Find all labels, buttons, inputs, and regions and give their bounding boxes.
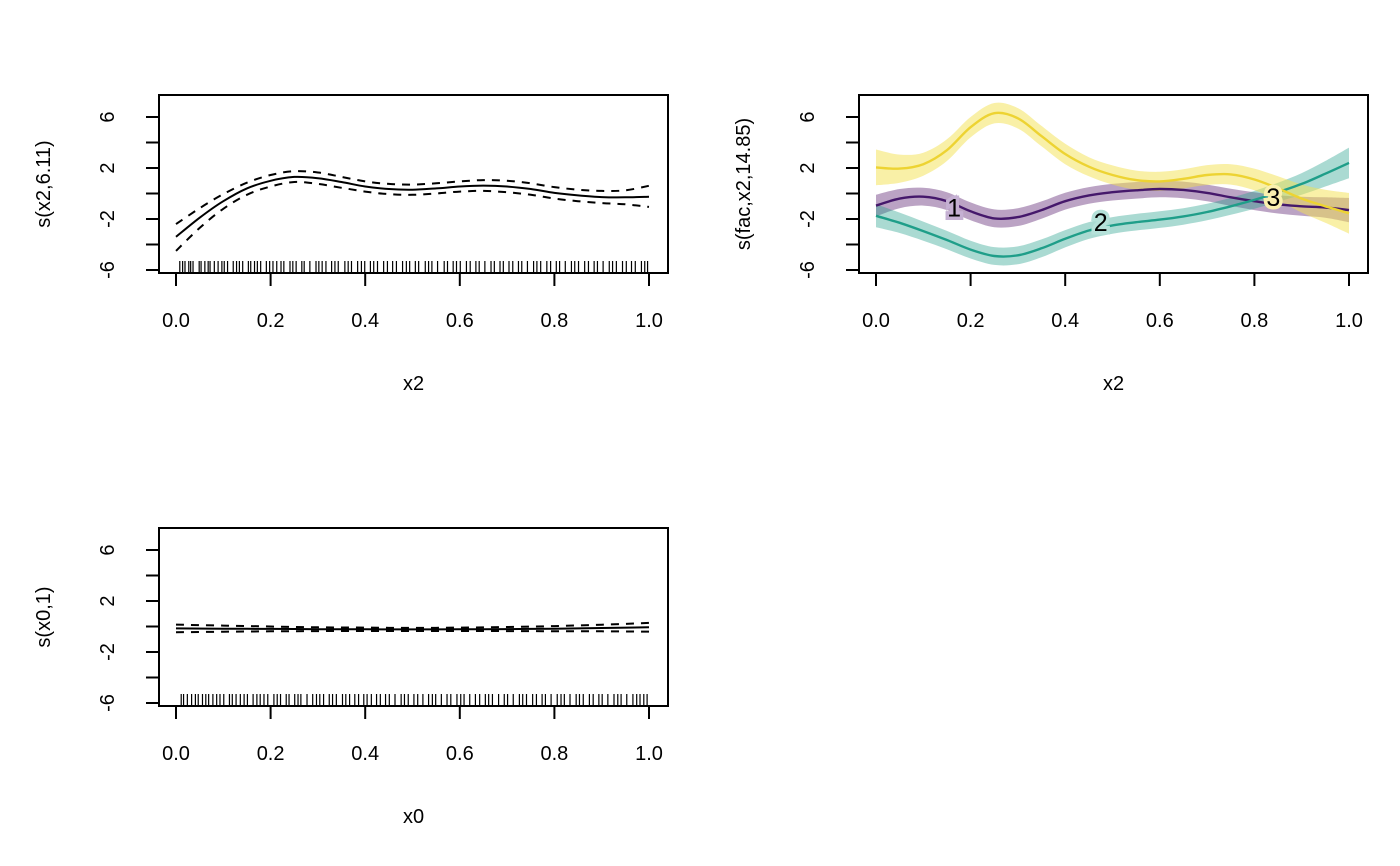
y-axis-title: s(x0,1) [33,586,55,647]
x-tick-label: 0.8 [1240,310,1268,332]
panel-s-x2: 0.0 0.2 0.4 0.6 0.8 1.0 -6 -2 2 6 x2 s(x2,6.11) [0,0,700,433]
x-axis-title: x2 [1103,373,1124,395]
curve-label-level-3: 3 [1266,184,1280,212]
y-tick-label: 2 [797,162,819,173]
x-tick-label: 1.0 [1335,310,1363,332]
x-tick-label: 1.0 [635,310,663,332]
x-tick-label: 1.0 [635,743,663,765]
fit-curve [175,626,650,631]
confidence-band-level-2 [876,147,1349,266]
panel-s-fac-x2: 0.0 0.2 0.4 0.6 0.8 1.0 -6 -2 2 6 x2 s(fac,x2,14.85… [700,0,1400,433]
y-tick-label: 6 [97,544,119,555]
confidence-band-level-1 [876,180,1349,228]
fit-curve-level-3 [875,111,1350,215]
x-tick-label: 0.2 [257,310,285,332]
y-tick-label: -6 [97,261,119,279]
panel-s-x0: 0.0 0.2 0.4 0.6 0.8 1.0 -6 -2 2 6 x0 s(x0,1) [0,433,700,866]
y-axis-title: s(fac,x2,14.85) [733,118,755,250]
chart-top-left: 0.0 0.2 0.4 0.6 0.8 1.0 -6 -2 2 6 x2 s(x2,6.11) [33,94,669,395]
upper-ci-curve [175,621,650,629]
fit-curve [175,175,650,238]
chart-bottom-left: 0.0 0.2 0.4 0.6 0.8 1.0 -6 -2 2 6 x0 s(x0,1) [33,527,669,828]
y-tick-label: -2 [97,210,119,228]
y-tick-label: -2 [97,643,119,661]
fit-curve-level-1 [875,187,1350,220]
x-tick-label: 0.0 [862,310,890,332]
x-tick-label: 0.6 [446,743,474,765]
y-tick-label: 2 [97,595,119,606]
y-tick-label: 6 [97,111,119,122]
y-tick-label: 2 [97,162,119,173]
y-tick-label: -6 [97,694,119,712]
axis-box [158,527,669,707]
upper-ci-curve [175,170,650,225]
lower-ci-curve [175,180,650,252]
x-axis-title: x0 [403,806,424,828]
x-tick-label: 0.2 [257,743,285,765]
y-tick-label: -6 [797,261,819,279]
y-axis-title: s(x2,6.11) [33,140,55,227]
chart-top-right: 0.0 0.2 0.4 0.6 0.8 1.0 -6 -2 2 6 x2 s(fac,x2,14.85… [733,94,1369,395]
curve-label-level-1: 1 [947,194,961,222]
axis-box [858,94,1369,274]
x-tick-label: 0.4 [351,743,379,765]
x-tick-label: 0.4 [1051,310,1079,332]
x-axis-title: x2 [403,373,424,395]
x-tick-label: 0.2 [957,310,985,332]
fit-curve-level-2 [875,161,1350,258]
x-tick-label: 0.4 [351,310,379,332]
confidence-band-level-3 [876,102,1349,234]
curve-label-level-2: 2 [1094,209,1108,237]
x-tick-label: 0.6 [446,310,474,332]
axis-box [158,94,669,274]
x-tick-label: 0.6 [1146,310,1174,332]
x-tick-label: 0.8 [540,743,568,765]
x-tick-label: 0.8 [540,310,568,332]
x-tick-label: 0.0 [162,310,190,332]
y-tick-label: -2 [797,210,819,228]
x-tick-label: 0.0 [162,743,190,765]
lower-ci-curve [175,629,650,634]
y-tick-label: 6 [797,111,819,122]
